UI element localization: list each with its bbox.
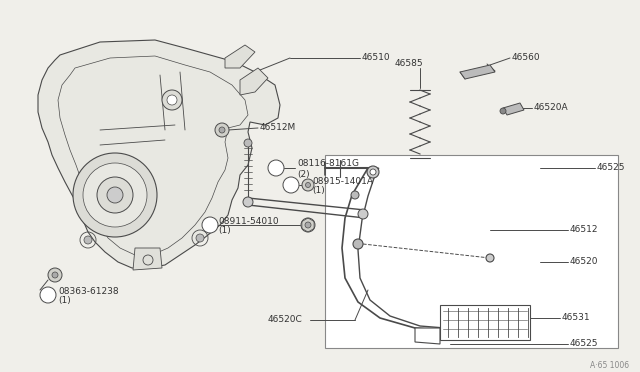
Text: (1): (1) (58, 296, 71, 305)
Text: B: B (273, 164, 279, 173)
Circle shape (353, 239, 363, 249)
Circle shape (202, 217, 218, 233)
Bar (325, 155, 618, 348)
Text: 46512M: 46512M (260, 124, 296, 132)
Text: 46520A: 46520A (534, 103, 568, 112)
Text: W: W (287, 180, 295, 189)
Text: 46525: 46525 (570, 340, 598, 349)
Text: 46585: 46585 (395, 58, 424, 67)
Circle shape (302, 179, 314, 191)
Circle shape (215, 123, 229, 137)
Circle shape (243, 197, 253, 207)
Circle shape (48, 268, 62, 282)
Circle shape (167, 95, 177, 105)
Circle shape (40, 287, 56, 303)
Text: 46512: 46512 (570, 225, 598, 234)
Text: 46560: 46560 (512, 54, 541, 62)
Circle shape (162, 90, 182, 110)
Text: 46531: 46531 (562, 314, 591, 323)
Circle shape (283, 177, 299, 193)
Circle shape (83, 163, 147, 227)
Circle shape (301, 218, 315, 232)
Circle shape (107, 187, 123, 203)
Text: 46525: 46525 (597, 164, 625, 173)
Polygon shape (240, 68, 268, 95)
Polygon shape (440, 305, 530, 340)
Circle shape (268, 160, 284, 176)
Circle shape (73, 153, 157, 237)
Circle shape (196, 234, 204, 242)
Text: 08911-54010: 08911-54010 (218, 217, 278, 225)
Circle shape (370, 169, 376, 175)
Text: 46510: 46510 (362, 54, 390, 62)
Polygon shape (225, 45, 255, 68)
Polygon shape (415, 328, 440, 344)
Text: 08915-1401A: 08915-1401A (312, 176, 373, 186)
Text: S: S (45, 291, 51, 299)
Circle shape (367, 166, 379, 178)
Text: 46520: 46520 (570, 257, 598, 266)
Circle shape (358, 209, 368, 219)
Polygon shape (503, 103, 524, 115)
Circle shape (486, 254, 494, 262)
Polygon shape (133, 248, 162, 270)
Polygon shape (38, 40, 280, 268)
Text: 08116-8161G: 08116-8161G (297, 160, 359, 169)
Circle shape (305, 183, 310, 187)
Circle shape (244, 139, 252, 147)
Text: 08363-61238: 08363-61238 (58, 286, 118, 295)
Text: (2): (2) (297, 170, 310, 179)
Circle shape (500, 108, 506, 114)
Circle shape (52, 272, 58, 278)
Circle shape (305, 222, 311, 228)
Polygon shape (460, 65, 495, 79)
Text: (1): (1) (312, 186, 324, 196)
Text: A·65 1006: A·65 1006 (590, 360, 629, 369)
Circle shape (219, 127, 225, 133)
Circle shape (351, 191, 359, 199)
Circle shape (97, 177, 133, 213)
Text: (1): (1) (218, 227, 231, 235)
Text: N: N (207, 221, 213, 230)
Circle shape (84, 236, 92, 244)
Text: 46520C: 46520C (268, 315, 303, 324)
